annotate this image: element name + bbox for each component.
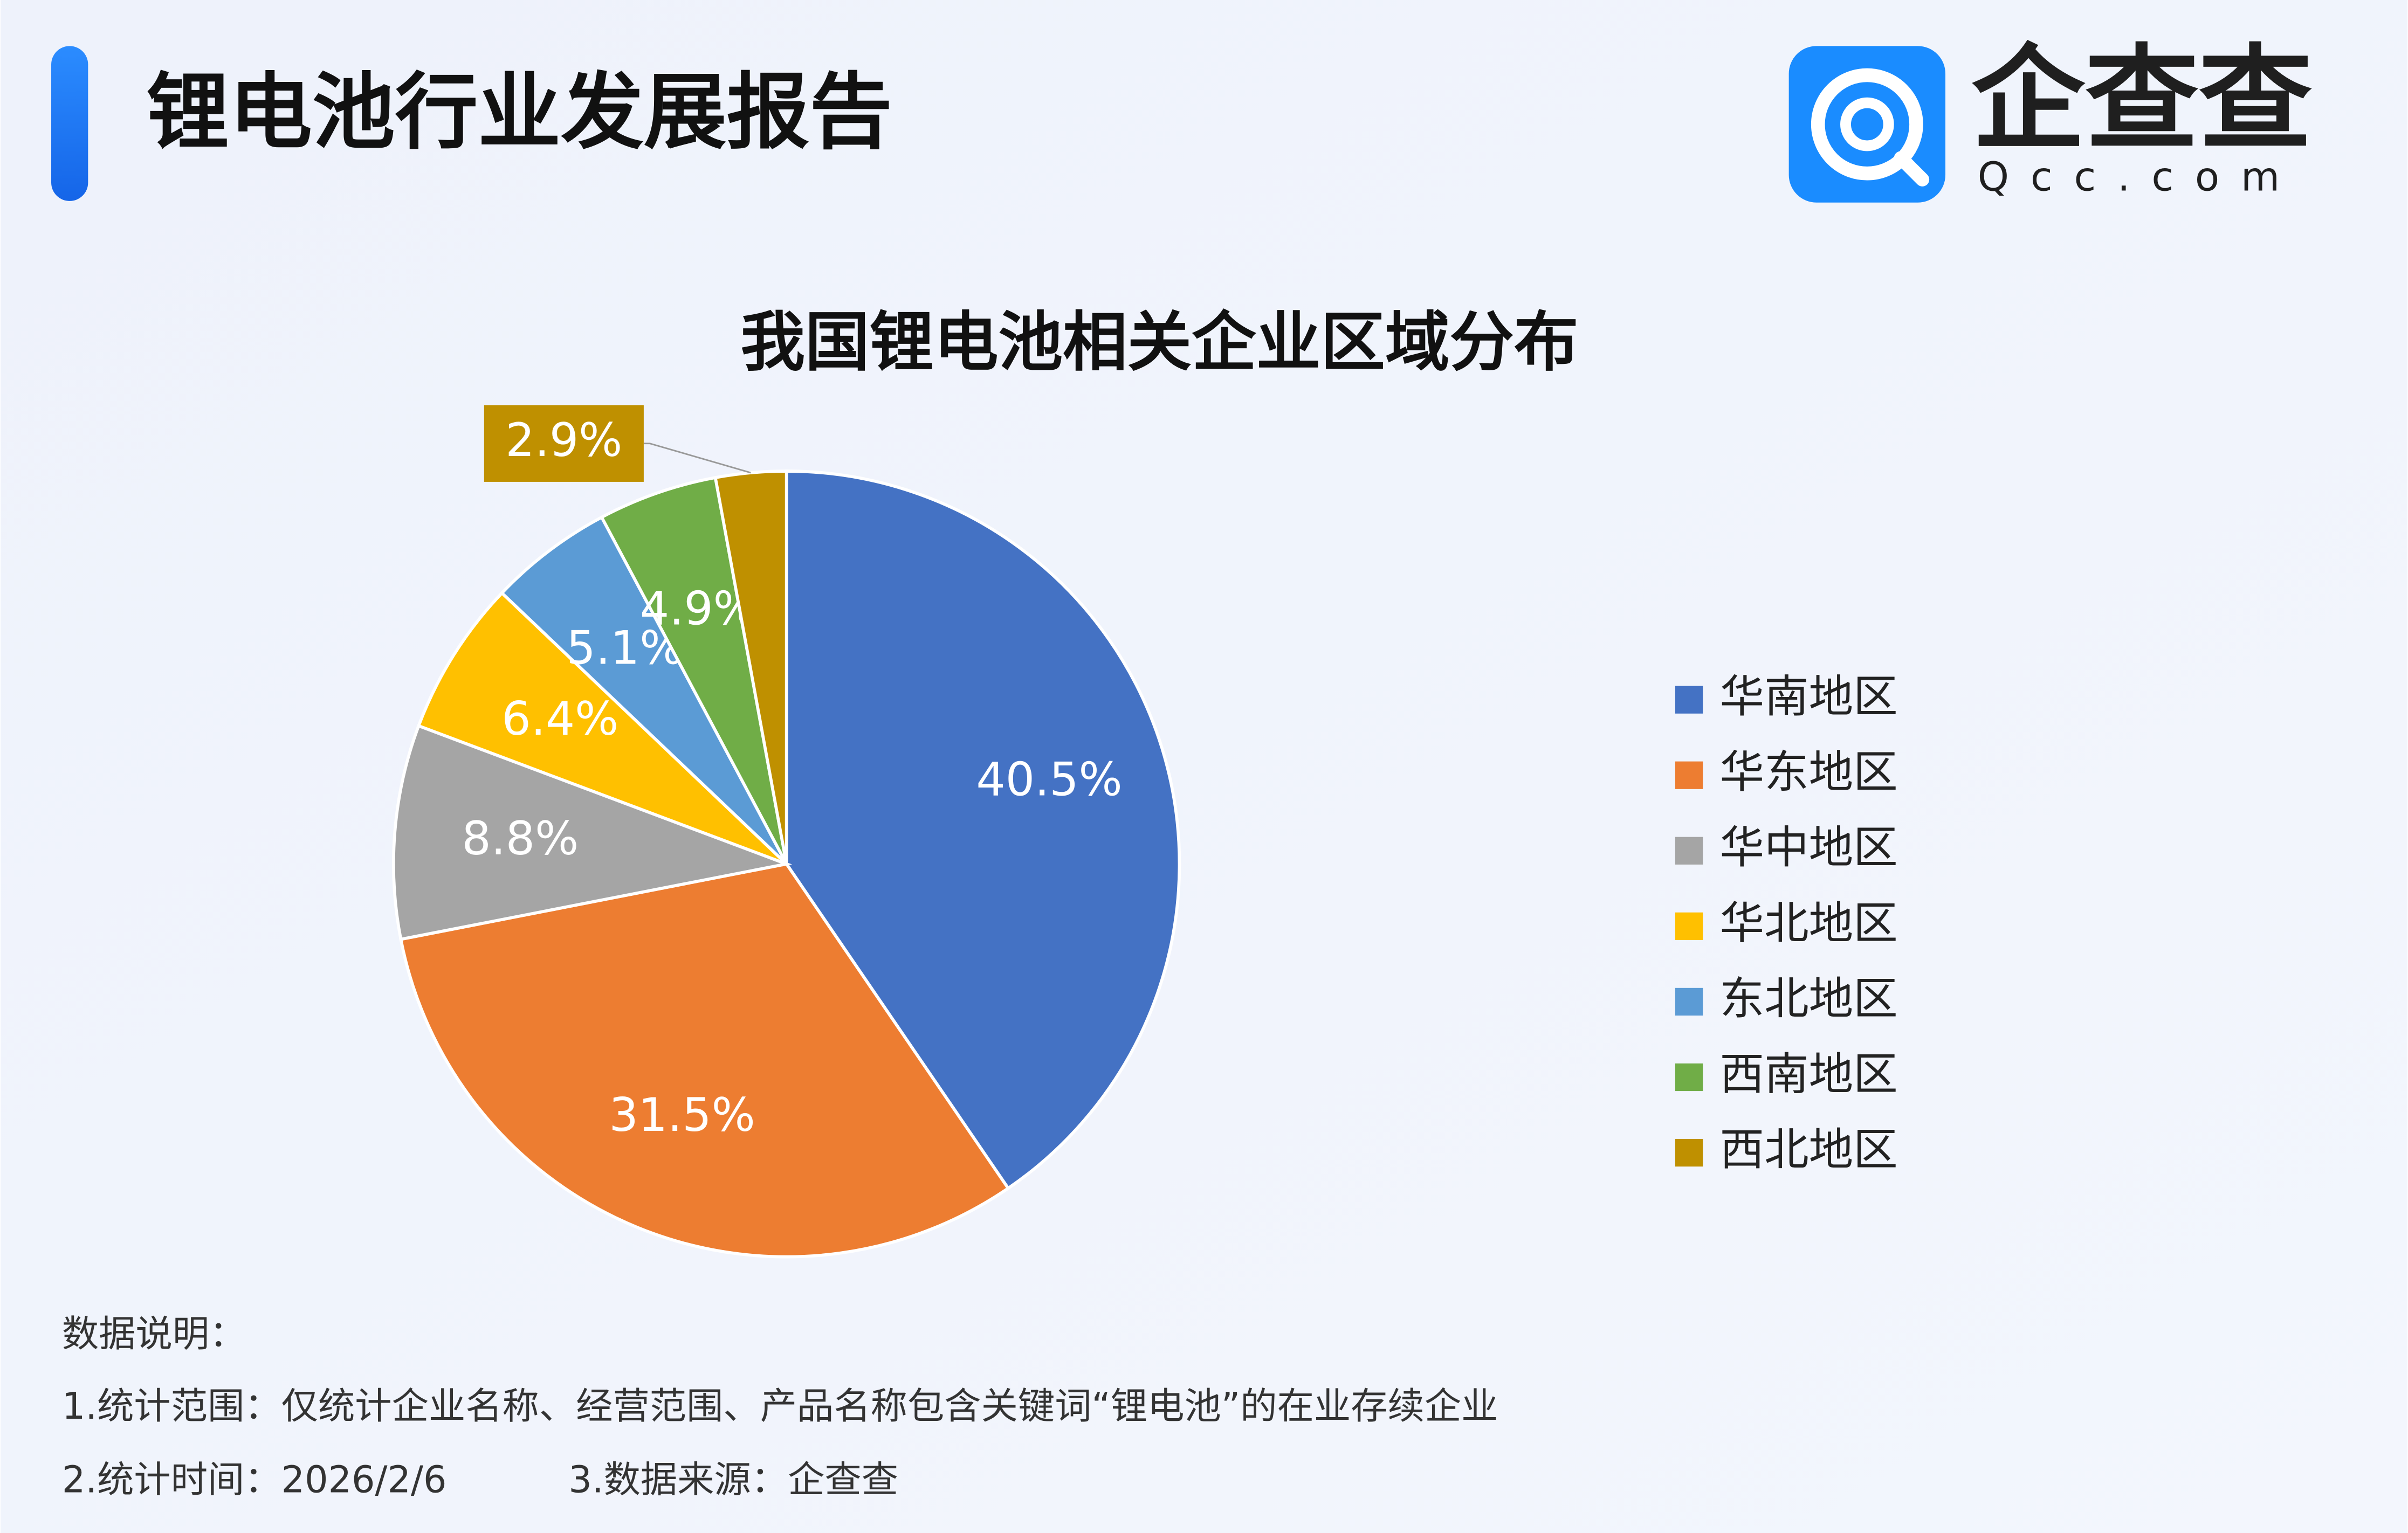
notes-heading: 数据说明： [62, 1313, 246, 1356]
leader-line [643, 443, 751, 474]
legend-swatch [1675, 761, 1703, 789]
logo-ring [1811, 68, 1923, 181]
notes-time: 2.统计时间：2026/2/6 [62, 1459, 447, 1502]
pie-slice [785, 469, 1181, 1191]
pie: 40.5%31.5%8.8%6.4%5.1%4.9%2.9% [392, 405, 1181, 1259]
logo-ring-inner [1840, 97, 1894, 151]
notes-scope: 1.统计范围：仅统计企业名称、经营范围、产品名称包含关键词“锂电池”的在业存续企… [62, 1385, 1498, 1428]
legend-swatch [1675, 988, 1703, 1016]
page-title: 锂电池行业发展报告 [147, 64, 892, 161]
data-label: 2.9% [505, 414, 622, 467]
chart-title: 我国锂电池相关企业区域分布 [740, 305, 1578, 380]
label-box [484, 405, 644, 482]
notes-source: 3.数据来源：企查查 [568, 1459, 898, 1502]
pie-slice [600, 475, 788, 865]
logo-handle [1894, 151, 1930, 187]
logo-domain: Qcc.com [1978, 154, 2301, 201]
data-label: 8.8% [462, 812, 579, 866]
pie-slice [399, 862, 1010, 1259]
data-label: 40.5% [976, 754, 1122, 807]
legend-label: 东北地区 [1720, 973, 1898, 1025]
logo-name: 企查查 [1971, 33, 2312, 165]
data-label: 6.4% [501, 693, 618, 746]
title-accent [51, 46, 88, 201]
legend-swatch [1675, 1138, 1703, 1167]
legend-swatch [1675, 1063, 1703, 1092]
legend-swatch [1675, 837, 1703, 865]
legend-label: 华中地区 [1720, 822, 1898, 874]
legend-label: 华北地区 [1720, 897, 1898, 949]
legend-swatch [1675, 686, 1703, 714]
legend-label: 华东地区 [1720, 747, 1898, 798]
data-label: 31.5% [609, 1089, 755, 1142]
pie-slice [416, 591, 788, 866]
legend-label: 西南地区 [1720, 1048, 1898, 1100]
legend-label: 华南地区 [1720, 671, 1898, 723]
legend-swatch [1675, 912, 1703, 940]
legend-label: 西北地区 [1720, 1124, 1898, 1176]
pie-slice [499, 515, 788, 865]
pie-slice [392, 723, 793, 941]
